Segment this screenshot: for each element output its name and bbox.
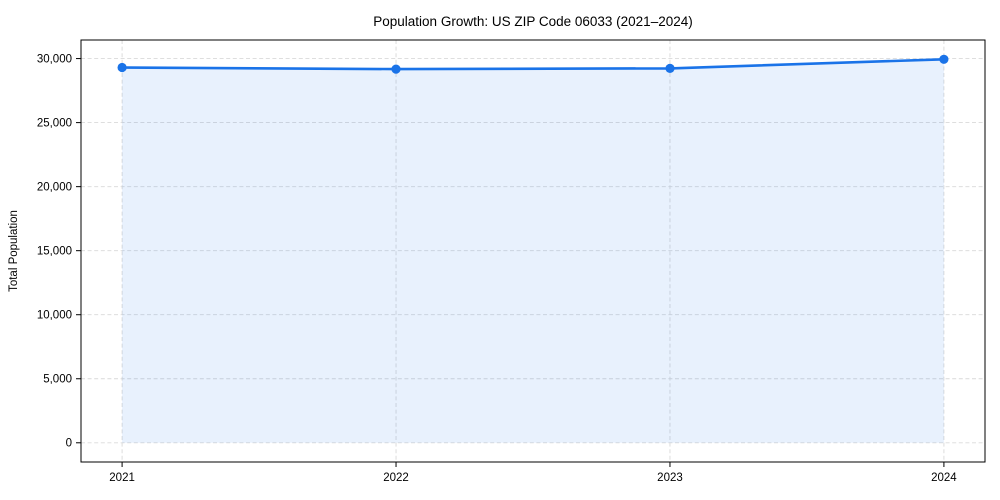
y-axis-label: Total Population (8, 210, 20, 292)
data-line (120, 57, 946, 71)
y-tick-label: 5,000 (43, 374, 72, 386)
data-point-marker (117, 62, 127, 73)
y-tick-label: 30,000 (37, 53, 72, 65)
x-tick-label: 2024 (931, 472, 957, 484)
x-tick-label: 2022 (383, 472, 409, 484)
y-tick-label: 0 (66, 438, 72, 450)
area-fill (122, 59, 944, 443)
x-tick-label: 2023 (657, 472, 683, 484)
y-tick-label: 25,000 (37, 118, 72, 130)
y-tick-label: 10,000 (37, 310, 72, 322)
x-tick-label: 2021 (109, 472, 135, 484)
y-tick-label: 15,000 (37, 246, 72, 258)
data-point-marker (391, 64, 401, 74)
chart-title: Population Growth: US ZIP Code 06033 (20… (373, 14, 692, 29)
y-tick-label: 20,000 (37, 182, 72, 194)
data-point-marker (939, 54, 949, 64)
data-point-marker (665, 63, 675, 73)
